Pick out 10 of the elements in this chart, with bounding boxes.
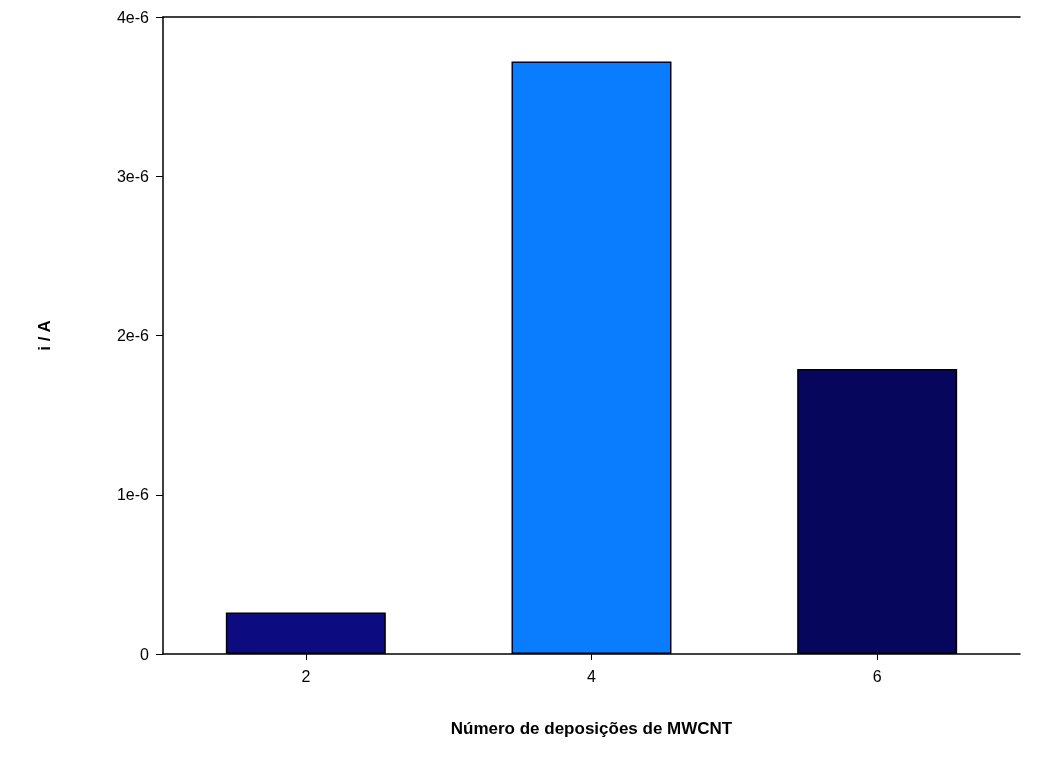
y-axis-title: i / A [35, 320, 54, 351]
x-tick-label: 2 [301, 667, 311, 685]
y-tick-label: 3e-6 [116, 167, 150, 185]
y-tick-label: 4e-6 [116, 8, 150, 26]
x-tick-label: 6 [872, 667, 882, 685]
y-tick-label: 0 [140, 645, 150, 663]
y-tick-label: 2e-6 [116, 327, 150, 344]
y-tick-label: 1e-6 [116, 486, 150, 504]
x-axis-title: Número de deposições de MWCNT [450, 719, 733, 738]
x-tick-label: 4 [587, 667, 597, 685]
